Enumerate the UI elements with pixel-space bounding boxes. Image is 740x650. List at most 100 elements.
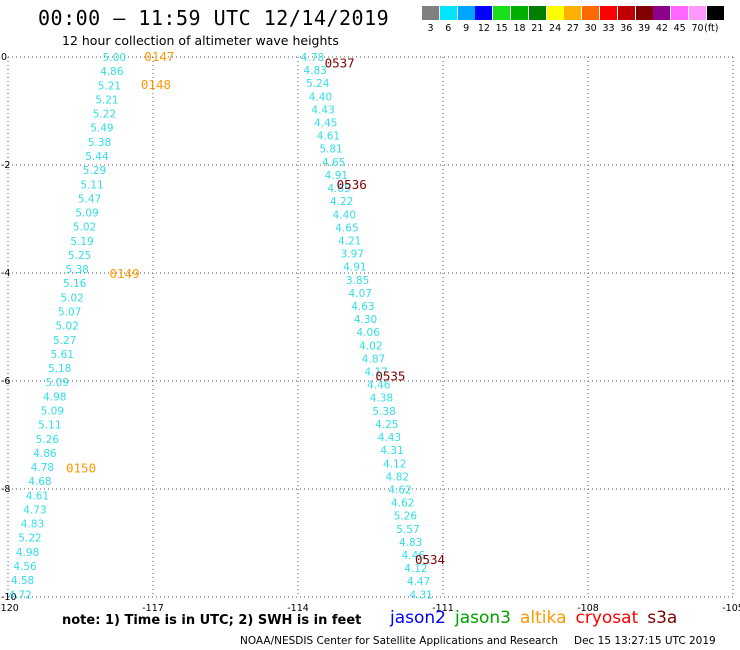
- wave-height-value: 4.43: [378, 432, 401, 444]
- wave-height-value: 4.87: [362, 353, 385, 365]
- scale-label: 6: [445, 23, 452, 34]
- wave-height-value: 4.22: [330, 196, 353, 208]
- wave-height-value: 4.98: [43, 391, 66, 403]
- scale-swatch: [439, 6, 457, 20]
- scale-label: 36: [620, 23, 633, 34]
- wave-height-value: 5.11: [80, 179, 103, 191]
- legend-jason2: jason2: [390, 608, 446, 628]
- scale-label: 30: [584, 23, 597, 34]
- wave-height-value: 4.73: [23, 504, 46, 516]
- wave-height-value: 5.09: [46, 377, 69, 389]
- wave-height-value: 5.38: [88, 137, 111, 149]
- wave-height-value: 5.29: [83, 165, 106, 177]
- wave-height-value: 5.02: [60, 292, 83, 304]
- wave-height-value: 5.09: [41, 405, 64, 417]
- wave-height-value: 5.38: [65, 264, 88, 276]
- wave-height-value: 4.58: [11, 575, 34, 587]
- wave-height-value: 4.91: [325, 170, 348, 182]
- wave-height-value: 5.57: [396, 524, 419, 536]
- wave-height-value: 4.63: [351, 301, 374, 313]
- scale-label: 18: [513, 23, 526, 34]
- wave-height-value: 4.86: [100, 66, 124, 78]
- pass-time-label: 0150: [66, 460, 96, 475]
- wave-height-value: 4.31: [380, 445, 403, 457]
- scale-label: 9: [463, 23, 470, 34]
- scale-swatch: [617, 6, 635, 20]
- legend-s3a: s3a: [647, 608, 678, 628]
- wave-height-value: 4.46: [367, 380, 391, 392]
- wave-height-value: 5.49: [90, 123, 113, 135]
- pass-time-label: 0535: [375, 369, 405, 384]
- wave-height-value: 5.44: [85, 151, 109, 163]
- x-tick-label: -117: [142, 603, 164, 614]
- wave-height-value: 4.30: [354, 314, 377, 326]
- scale-swatch: [600, 6, 617, 20]
- wave-height-value: 5.02: [56, 321, 79, 333]
- x-tick-label: -105: [722, 603, 740, 614]
- scale-swatch: [475, 6, 493, 20]
- wave-height-value: 4.98: [16, 547, 39, 559]
- scale-label: 33: [602, 23, 615, 34]
- scale-swatch: [671, 6, 689, 20]
- scale-swatch: [511, 6, 528, 20]
- wave-height-value: 4.45: [314, 118, 337, 130]
- scale-swatch: [546, 6, 564, 20]
- x-tick-label: -111: [432, 603, 454, 614]
- wave-height-value: 4.62: [391, 498, 414, 510]
- wave-height-value: 3.97: [341, 249, 364, 261]
- scale-label: 70: [691, 23, 704, 34]
- wave-height-value: 4.65: [335, 222, 358, 234]
- legend-cryosat: cryosat: [575, 608, 639, 628]
- wave-height-value: 5.21: [98, 80, 121, 92]
- wave-height-value: 4.68: [28, 476, 51, 488]
- wave-height-value: 4.72: [8, 589, 31, 601]
- wave-height-value: 5.61: [51, 349, 74, 361]
- scale-label: (ft): [704, 23, 719, 34]
- wave-height-value: 4.61: [317, 131, 340, 143]
- wave-height-value: 4.46: [402, 550, 426, 562]
- wave-height-value: 5.00: [103, 52, 126, 64]
- wave-height-value: 4.91: [343, 262, 366, 274]
- scale-label: 3: [427, 23, 434, 34]
- wave-height-value: 5.81: [319, 144, 342, 156]
- scale-swatch: [457, 6, 475, 20]
- y-tick-label: -8: [1, 484, 10, 495]
- wave-height-value: 4.78: [31, 462, 54, 474]
- wave-height-value: 4.47: [407, 576, 430, 588]
- scale-swatch: [689, 6, 706, 20]
- wave-height-value: 5.16: [63, 278, 87, 290]
- scale-swatch: [528, 6, 546, 20]
- wave-height-value: 4.21: [338, 235, 361, 247]
- wave-height-value: 5.02: [73, 222, 96, 234]
- wave-height-value: 4.83: [21, 519, 44, 531]
- wave-height-value: 5.26: [36, 434, 60, 446]
- wave-height-value: 4.02: [359, 340, 382, 352]
- wave-height-value: 5.27: [53, 335, 76, 347]
- wave-height-value: 4.40: [309, 91, 332, 103]
- x-tick-label: -120: [0, 603, 19, 614]
- wave-height-value: 4.06: [357, 327, 381, 339]
- wave-height-value: 4.83: [399, 537, 422, 549]
- pass-time-label: 0536: [337, 177, 367, 192]
- scale-swatch: [564, 6, 582, 20]
- wave-height-value: 5.07: [58, 307, 81, 319]
- wave-height-value: 4.61: [26, 490, 49, 502]
- scale-swatch: [493, 6, 511, 20]
- scale-swatch: [706, 6, 724, 20]
- wave-height-value: 5.19: [70, 236, 93, 248]
- y-tick-label: -10: [1, 592, 17, 603]
- y-tick-label: -4: [1, 268, 10, 279]
- wave-height-value: 5.11: [38, 420, 61, 432]
- scale-swatch: [582, 6, 600, 20]
- y-tick-label: 0: [1, 52, 7, 63]
- scale-swatch: [653, 6, 671, 20]
- wave-height-value: 4.43: [311, 104, 334, 116]
- wave-height-value: 4.07: [349, 288, 372, 300]
- timestamp-text: Dec 15 13:27:15 UTC 2019: [574, 635, 716, 647]
- wave-height-value: 5.22: [18, 533, 41, 545]
- wave-height-value: 4.38: [370, 393, 393, 405]
- wave-height-value: 4.12: [383, 458, 406, 470]
- wave-height-value: 4.25: [375, 419, 398, 431]
- scale-label: 27: [566, 23, 579, 34]
